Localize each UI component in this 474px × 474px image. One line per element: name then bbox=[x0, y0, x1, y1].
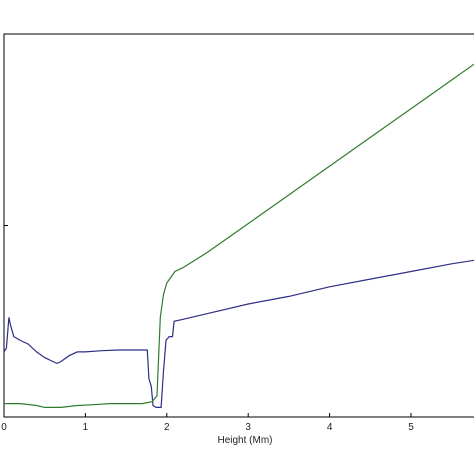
x-tick-label: 5 bbox=[408, 422, 414, 433]
series-line-1 bbox=[3, 259, 474, 408]
x-axis-label: Height (Mm) bbox=[217, 435, 272, 446]
plot-frame bbox=[3, 33, 474, 418]
series-line-2 bbox=[4, 63, 474, 408]
x-tick-label: 1 bbox=[83, 422, 89, 433]
x-tick-label: 0 bbox=[1, 422, 7, 433]
x-tick-label: 4 bbox=[327, 422, 333, 433]
series-lines bbox=[3, 63, 474, 408]
x-tick-label: 2 bbox=[164, 422, 170, 433]
axis-ticks: 0 1 2 3 4 5 bbox=[1, 225, 414, 433]
x-tick-label: 3 bbox=[245, 422, 251, 433]
